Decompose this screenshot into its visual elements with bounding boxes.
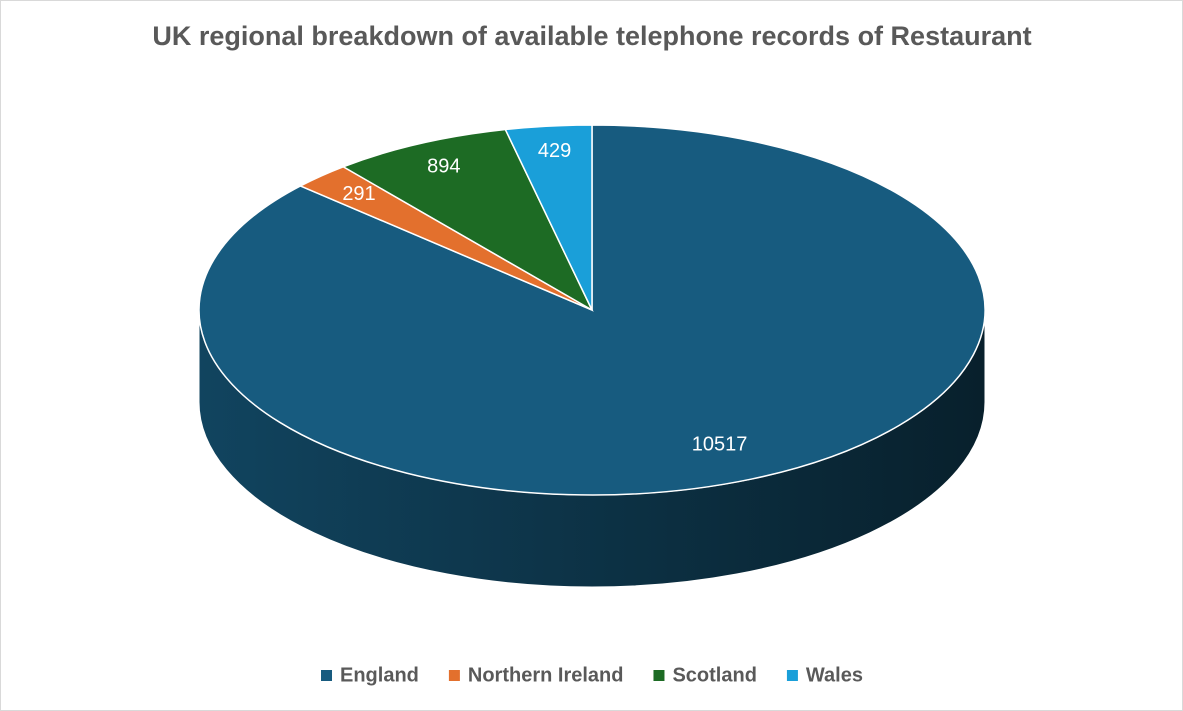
data-label: 10517 — [692, 434, 748, 456]
slice — [341, 128, 594, 312]
legend-swatch — [321, 670, 333, 681]
data-label: 291 — [342, 183, 375, 205]
legend-swatch — [786, 670, 798, 681]
data-label: 429 — [538, 140, 571, 162]
legend-swatch — [448, 670, 460, 681]
legend-swatch — [653, 670, 665, 681]
legend-label: England — [340, 664, 419, 686]
legend-label: Wales — [806, 664, 863, 686]
slice — [504, 124, 593, 311]
data-label: 894 — [427, 155, 460, 177]
legend-label: Scotland — [672, 664, 756, 686]
chart-title: UK regional breakdown of available telep… — [152, 21, 1031, 51]
legend-label: Northern Ireland — [468, 664, 624, 686]
